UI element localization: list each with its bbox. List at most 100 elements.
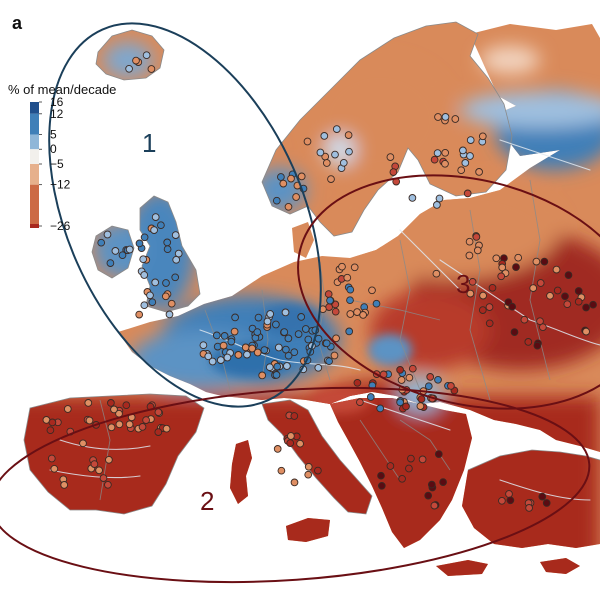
station-marker <box>322 339 331 348</box>
station-marker <box>396 398 404 407</box>
station-marker <box>532 257 541 266</box>
station-marker <box>105 455 113 464</box>
station-marker <box>161 292 170 301</box>
station-marker <box>290 348 299 357</box>
station-marker <box>280 328 289 336</box>
station-marker <box>208 357 217 366</box>
station-marker <box>512 263 520 271</box>
station-marker <box>546 291 554 300</box>
station-marker <box>432 269 441 278</box>
station-marker <box>331 150 339 159</box>
station-marker <box>157 221 165 230</box>
station-marker <box>408 364 417 373</box>
station-marker <box>434 375 442 384</box>
station-marker <box>125 245 134 254</box>
station-marker <box>266 310 275 318</box>
station-marker <box>540 257 549 266</box>
station-marker <box>220 332 229 340</box>
station-marker <box>405 373 414 382</box>
station-marker <box>424 382 433 391</box>
station-marker <box>274 343 283 352</box>
station-marker <box>533 341 542 350</box>
station-marker <box>457 166 466 175</box>
station-marker <box>172 255 181 264</box>
station-marker <box>465 251 474 260</box>
station-marker <box>418 455 427 464</box>
station-marker <box>466 136 475 144</box>
station-marker <box>346 285 355 294</box>
station-marker <box>356 398 364 407</box>
station-marker <box>95 466 103 475</box>
station-marker <box>151 213 160 221</box>
station-marker <box>292 193 300 201</box>
station-marker <box>287 432 295 440</box>
station-marker <box>564 271 573 279</box>
station-marker <box>589 300 597 309</box>
station-marker <box>475 168 483 176</box>
station-marker <box>140 301 149 310</box>
station-marker <box>219 341 228 350</box>
legend-tick-label: −12 <box>50 178 71 192</box>
station-marker <box>304 462 313 471</box>
station-marker <box>146 291 154 300</box>
station-marker <box>303 137 312 146</box>
station-marker <box>125 420 134 429</box>
station-marker <box>322 159 331 167</box>
station-marker <box>281 308 290 317</box>
station-marker <box>325 357 333 366</box>
station-marker <box>132 56 140 65</box>
station-marker <box>111 247 120 255</box>
legend-tick-label: −26 <box>50 219 71 233</box>
station-marker <box>472 233 481 241</box>
station-marker <box>138 423 147 431</box>
station-marker <box>396 366 404 374</box>
stations-layer <box>42 51 597 512</box>
station-marker <box>372 299 381 308</box>
station-marker <box>498 496 506 505</box>
station-marker <box>346 310 355 318</box>
station-marker <box>243 350 251 359</box>
station-marker <box>279 179 288 188</box>
station-marker <box>290 412 299 420</box>
station-marker <box>561 292 569 301</box>
station-marker <box>563 300 572 309</box>
station-marker <box>135 239 144 248</box>
station-marker <box>150 226 158 234</box>
region-3-label: 3 <box>456 269 470 299</box>
station-marker <box>148 298 157 307</box>
station-marker <box>97 238 106 247</box>
station-marker <box>478 306 487 314</box>
station-marker <box>140 233 149 242</box>
region-1-outline <box>48 22 322 408</box>
station-marker <box>234 351 243 359</box>
station-marker <box>241 343 250 352</box>
station-marker <box>485 319 494 328</box>
station-marker <box>223 353 232 362</box>
station-marker <box>433 201 441 209</box>
station-marker <box>473 246 482 255</box>
station-marker <box>574 297 583 306</box>
station-marker <box>99 474 108 482</box>
station-marker <box>529 284 538 292</box>
station-marker <box>397 376 406 384</box>
station-marker <box>345 327 354 336</box>
legend-tick-label: −5 <box>50 157 64 171</box>
station-marker <box>48 418 57 427</box>
station-marker <box>85 416 94 425</box>
station-marker <box>171 273 180 282</box>
legend-swatch <box>30 149 39 164</box>
station-marker <box>426 373 435 381</box>
legend-colorbar <box>30 102 39 228</box>
station-marker <box>165 310 174 319</box>
station-marker <box>350 263 359 272</box>
station-marker <box>553 286 562 295</box>
station-marker <box>154 428 163 436</box>
station-marker <box>142 416 150 424</box>
station-marker <box>479 291 487 300</box>
legend-swatch <box>30 134 39 150</box>
station-marker <box>227 337 236 346</box>
